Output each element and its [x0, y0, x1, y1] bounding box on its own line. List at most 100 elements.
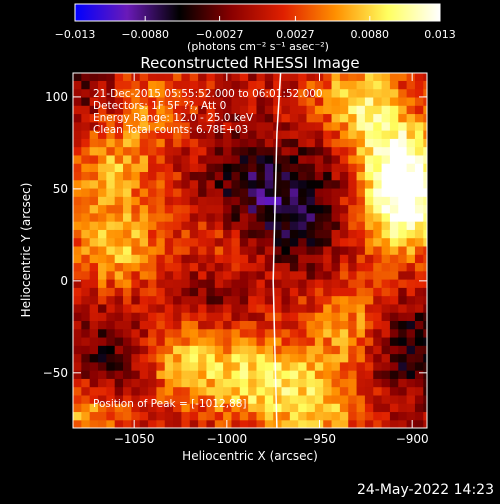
heatmap-cell — [89, 270, 99, 280]
heatmap-cell — [189, 270, 199, 280]
heatmap-cell — [306, 204, 316, 214]
heatmap-cell — [114, 187, 124, 197]
heatmap-cell — [131, 229, 141, 239]
heatmap-cell — [373, 254, 383, 264]
heatmap-cell — [189, 121, 199, 131]
heatmap-cell — [406, 328, 416, 338]
heatmap-cell — [123, 353, 132, 363]
heatmap-cell — [214, 303, 224, 313]
heatmap-cell — [256, 138, 266, 148]
heatmap-cell — [223, 80, 233, 90]
heatmap-cell — [373, 96, 383, 106]
heatmap-cell — [98, 245, 107, 255]
heatmap-cell — [314, 245, 324, 255]
heatmap-cell — [114, 312, 124, 321]
heatmap-cell — [414, 73, 424, 81]
heatmap-cell — [364, 130, 374, 139]
heatmap-cell — [181, 394, 191, 404]
colorbar-tick-label: −0.013 — [55, 28, 96, 41]
heatmap-cell — [214, 105, 224, 115]
heatmap-cell — [364, 403, 374, 413]
heatmap-cell — [148, 361, 158, 371]
heatmap-cell — [306, 353, 316, 363]
heatmap-cell — [339, 279, 349, 288]
heatmap-cell — [223, 138, 233, 148]
heatmap-cell — [89, 312, 99, 321]
heatmap-cell — [381, 196, 391, 206]
heatmap-cell — [189, 262, 199, 272]
heatmap-cell — [373, 403, 383, 413]
heatmap-cell — [398, 345, 408, 355]
heatmap-cell — [356, 96, 366, 106]
heatmap-cell — [281, 303, 291, 313]
heatmap-cell — [331, 237, 341, 247]
heatmap-cell — [289, 245, 299, 255]
heatmap-cell — [381, 353, 391, 363]
heatmap-cell — [223, 121, 233, 131]
heatmap-cell — [214, 386, 224, 396]
heatmap-cell — [148, 328, 158, 338]
heatmap-cell — [231, 328, 241, 338]
heatmap-cell — [348, 394, 358, 404]
heatmap-cell — [173, 403, 183, 413]
heatmap-cell — [331, 121, 341, 131]
heatmap-cell — [223, 411, 233, 421]
heatmap-cell — [323, 88, 333, 98]
heatmap-cell — [173, 312, 183, 321]
heatmap-cell — [414, 187, 424, 197]
heatmap-cell — [298, 130, 308, 139]
heatmap-cell — [298, 237, 308, 247]
heatmap-cell — [331, 411, 341, 421]
heatmap-cell — [214, 320, 224, 330]
heatmap-cell — [339, 312, 349, 321]
heatmap-cell — [223, 171, 233, 181]
heatmap-cell — [198, 146, 208, 156]
heatmap-cell — [381, 245, 391, 255]
heatmap-cell — [148, 320, 158, 330]
heatmap-cell — [139, 353, 149, 363]
heatmap-cell — [206, 394, 216, 404]
heatmap-cell — [289, 138, 299, 148]
heatmap-cell — [173, 154, 183, 164]
heatmap-cell — [406, 171, 416, 181]
heatmap-cell — [348, 171, 358, 181]
heatmap-cell — [364, 221, 374, 230]
heatmap-cell — [298, 386, 308, 396]
heatmap-cell — [106, 279, 116, 288]
heatmap-cell — [206, 105, 216, 115]
heatmap-cell — [339, 121, 349, 131]
heatmap-cell — [106, 113, 116, 123]
heatmap-cell — [206, 403, 216, 413]
heatmap-cell — [348, 262, 358, 272]
heatmap-cell — [164, 295, 174, 305]
heatmap-cell — [364, 287, 374, 297]
heatmap-cell — [423, 345, 427, 355]
heatmap-cell — [331, 370, 341, 379]
colorbar-gradient — [74, 3, 441, 22]
heatmap-cell — [373, 295, 383, 305]
heatmap-cell — [189, 179, 199, 189]
heatmap-cell — [273, 279, 283, 288]
heatmap-cell — [73, 113, 82, 123]
heatmap-cell — [306, 73, 316, 81]
heatmap-cell — [164, 105, 174, 115]
heatmap-cell — [331, 221, 341, 230]
heatmap-cell — [206, 212, 216, 222]
heatmap-cell — [223, 130, 233, 139]
heatmap-cell — [364, 328, 374, 338]
heatmap-cell — [198, 96, 208, 106]
heatmap-cell — [139, 73, 149, 81]
heatmap-cell — [73, 73, 82, 81]
heatmap-cell — [306, 237, 316, 247]
heatmap-cell — [106, 138, 116, 148]
heatmap-cell — [389, 361, 399, 371]
heatmap-cell — [339, 386, 349, 396]
heatmap-cell — [298, 345, 308, 355]
heatmap-cell — [164, 80, 174, 90]
heatmap-cell — [406, 386, 416, 396]
heatmap-cell — [289, 403, 299, 413]
heatmap-cell — [348, 378, 358, 388]
heatmap-cell — [131, 171, 141, 181]
heatmap-cell — [98, 187, 107, 197]
heatmap-cell — [131, 221, 141, 230]
